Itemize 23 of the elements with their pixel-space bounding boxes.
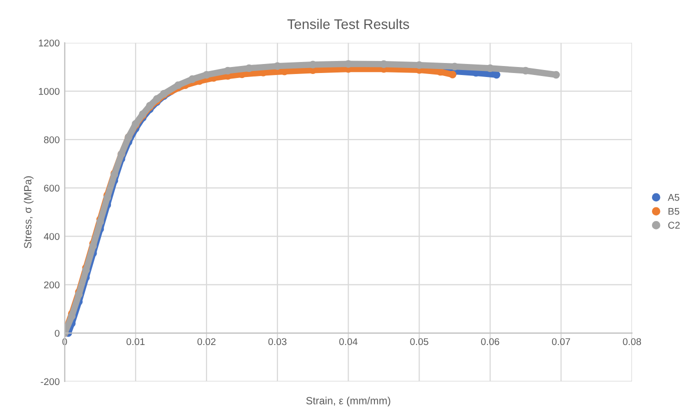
y-tick-label: 0 xyxy=(54,330,60,337)
y-tick-label: 1200 xyxy=(38,40,60,46)
x-tick-label: 0.07 xyxy=(552,338,570,346)
legend-label: B5 xyxy=(668,208,680,215)
y-axis-title: Stress, σ (MPa) xyxy=(24,176,34,248)
x-tick-label: 0.05 xyxy=(410,338,428,346)
y-tick-label: 200 xyxy=(44,281,60,288)
x-tick-label: 0.03 xyxy=(268,338,286,346)
y-tick-label: 1000 xyxy=(38,88,60,95)
x-tick-label: 0.06 xyxy=(481,338,500,346)
x-tick-label: 0.01 xyxy=(126,338,145,346)
chart-title: Tensile Test Results xyxy=(287,18,410,30)
y-tick-label: 800 xyxy=(44,136,60,144)
x-tick-label: 0.08 xyxy=(622,338,642,346)
legend-label: A5 xyxy=(668,194,680,201)
x-axis-title: Strain, ε (mm/mm) xyxy=(306,396,390,406)
legend-label: C2 xyxy=(668,222,680,229)
x-tick-label: 0 xyxy=(62,338,68,346)
y-tick-label: 400 xyxy=(44,233,60,240)
x-tick-label: 0.02 xyxy=(197,338,216,346)
y-tick-label: 600 xyxy=(44,184,60,192)
x-tick-label: 0.04 xyxy=(339,338,358,346)
y-tick-label: -200 xyxy=(40,378,60,386)
